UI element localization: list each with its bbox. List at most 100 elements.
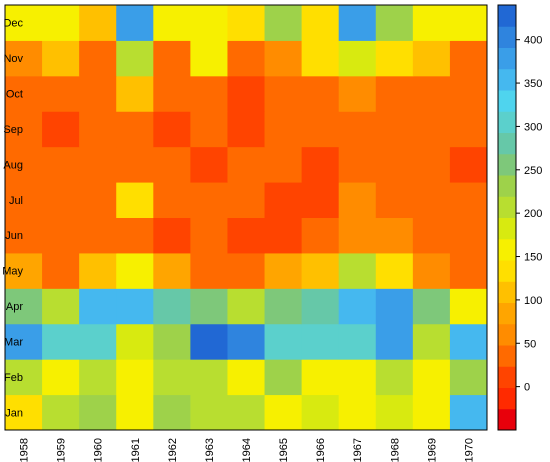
heatmap-cell-1958-Jul — [5, 182, 43, 218]
heatmap-cell-1963-Feb — [190, 359, 228, 396]
colorbar-tick-label: 350 — [524, 78, 542, 90]
heatmap-cell-1965-Jul — [264, 182, 303, 218]
heatmap-cell-1962-Jul — [153, 182, 191, 218]
heatmap-cell-1963-Sep — [190, 111, 228, 148]
heatmap-cell-1959-Feb — [42, 359, 80, 396]
heatmap-cell-1967-Feb — [338, 359, 377, 396]
heatmap-cell-1967-Jul — [338, 182, 377, 218]
colorbar-tick-label: 400 — [524, 35, 542, 47]
heatmap-cell-1969-Feb — [412, 359, 451, 396]
y-tick-label: Jul — [9, 195, 23, 207]
heatmap-cell-1958-Nov — [5, 40, 43, 77]
colorbar: 0 50 100 150 200 250 300 350 400 — [497, 4, 542, 431]
colorbar-segment — [498, 281, 516, 303]
heatmap-cell-1963-Jun — [190, 217, 228, 254]
x-tick-label: 1962 — [167, 438, 179, 462]
heatmap-cell-1965-Jun — [264, 217, 303, 254]
heatmap-cell-1967-Nov — [338, 40, 377, 77]
colorbar-tick-label: 250 — [524, 165, 542, 177]
heatmap-cell-1959-Sep — [42, 111, 80, 148]
y-tick-label: Sep — [3, 124, 23, 136]
heatmap-cell-1961-Jun — [116, 217, 154, 254]
heatmap-cell-1965-May — [264, 252, 303, 289]
heatmap-cell-1962-Feb — [153, 359, 191, 396]
heatmap-cell-1962-Apr — [153, 288, 191, 325]
heatmap-cell-1965-Feb — [264, 359, 303, 396]
heatmap-cell-1966-Dec — [301, 5, 340, 41]
heatmap-cell-1960-Jul — [79, 182, 117, 218]
heatmap-cell-1969-Dec — [412, 5, 451, 41]
heatmap-cell-1963-Oct — [190, 75, 228, 112]
heatmap-cell-1966-Jun — [301, 217, 340, 254]
colorbar-segment — [498, 366, 516, 388]
heatmap-cell-1961-Feb — [116, 359, 154, 396]
y-tick-label: Nov — [3, 53, 23, 65]
plot-frame — [4, 4, 488, 431]
heatmap-cell-1967-Aug — [338, 146, 377, 183]
heatmap-cell-1960-Oct — [79, 75, 117, 112]
heatmap-cell-1958-Aug — [5, 146, 43, 183]
colorbar-segment — [498, 196, 516, 218]
colorbar-segment — [498, 387, 516, 410]
heatmap-cell-1961-May — [116, 252, 154, 289]
heatmap-cell-1963-May — [190, 252, 228, 289]
heatmap-cell-1966-Oct — [301, 75, 340, 112]
colorbar-frame — [497, 4, 517, 431]
heatmap-cell-1959-Aug — [42, 146, 80, 183]
heatmap-cell-1969-Oct — [412, 75, 451, 112]
heatmap-cell-1968-Jul — [375, 182, 414, 218]
heatmap-cell-1960-Jan — [79, 394, 117, 431]
colorbar-segment — [498, 132, 516, 155]
heatmap-cell-1965-Jan — [264, 394, 303, 431]
heatmap-cell-1960-Mar — [79, 323, 117, 360]
colorbar-segment — [498, 90, 516, 112]
heatmap-cell-1969-May — [412, 252, 451, 289]
heatmap-cell-1970-Apr — [449, 288, 488, 325]
heatmap-cell-1968-Mar — [375, 323, 414, 360]
colorbar-tick-label: 200 — [524, 208, 542, 220]
heatmap-cell-1970-May — [449, 252, 488, 289]
heatmap-cell-1966-Aug — [301, 146, 340, 183]
heatmap-cell-1969-Jan — [412, 394, 451, 431]
heatmap-cell-1960-Feb — [79, 359, 117, 396]
heatmap-cell-1962-Oct — [153, 75, 191, 112]
heatmap-cell-1968-May — [375, 252, 414, 289]
y-tick-label: Mar — [4, 336, 23, 348]
colorbar-tick-label: 150 — [524, 252, 542, 264]
heatmap-cell-1963-Jan — [190, 394, 228, 431]
x-tick-label: 1967 — [352, 438, 364, 462]
heatmap-cell-1959-Oct — [42, 75, 80, 112]
heatmap-cell-1962-May — [153, 252, 191, 289]
y-tick-label: Jun — [5, 230, 23, 242]
heatmap-cell-1966-Nov — [301, 40, 340, 77]
heatmap-cell-1964-May — [227, 252, 266, 289]
heatmap-cell-1965-Nov — [264, 40, 303, 77]
heatmap-cell-1968-Jan — [375, 394, 414, 431]
heatmap-cell-1961-Dec — [116, 5, 154, 41]
colorbar-tick-label: 100 — [524, 295, 542, 307]
heatmap-cell-1963-Nov — [190, 40, 228, 77]
colorbar-segment — [498, 238, 516, 261]
colorbar-segment — [498, 111, 516, 133]
heatmap-cell-1966-Jul — [301, 182, 340, 218]
colorbar-segment — [498, 175, 516, 197]
heatmap-cell-1968-Feb — [375, 359, 414, 396]
heatmap-cell-1970-Oct — [449, 75, 488, 112]
heatmap-cell-1967-Dec — [338, 5, 377, 41]
heatmap-cell-1970-Jan — [449, 394, 488, 431]
heatmap-cell-1965-Oct — [264, 75, 303, 112]
heatmap-cell-1964-Mar — [227, 323, 266, 360]
heatmap-cell-1966-Apr — [301, 288, 340, 325]
heatmap-cell-1958-Oct — [5, 75, 43, 112]
heatmap-cell-1963-Jul — [190, 182, 228, 218]
heatmap-cell-1958-Jun — [5, 217, 43, 254]
heatmap-cell-1961-Jan — [116, 394, 154, 431]
heatmap-cell-1961-Mar — [116, 323, 154, 360]
heatmap-cell-1959-Dec — [42, 5, 80, 41]
colorbar-segment — [498, 47, 516, 70]
heatmap-cell-1964-Jan — [227, 394, 266, 431]
heatmap-cell-1961-Apr — [116, 288, 154, 325]
heatmap-cell-1959-Jan — [42, 394, 80, 431]
heatmap-cell-1965-Dec — [264, 5, 303, 41]
y-tick-label: Feb — [4, 372, 23, 384]
